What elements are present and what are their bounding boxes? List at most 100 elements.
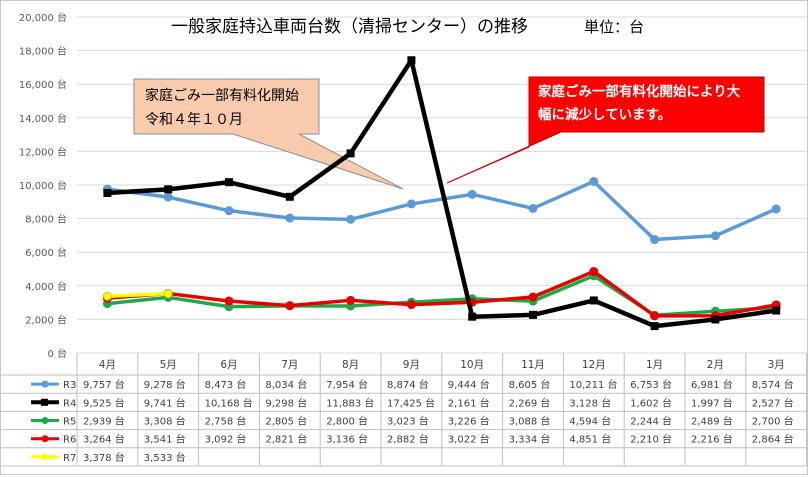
legend-label: R6 xyxy=(63,435,76,446)
table-cell-R6: 2,864 台 xyxy=(752,433,794,446)
annotation-callout-red xyxy=(446,76,765,184)
table-cell-R3: 9,278 台 xyxy=(144,378,186,391)
series-line-R7 xyxy=(107,291,169,298)
data-point-R4 xyxy=(164,185,173,194)
y-tick-label: 0 台 xyxy=(47,347,67,360)
table-cell-R5: 2,244 台 xyxy=(630,415,672,428)
data-point-R3 xyxy=(224,206,234,216)
table-cell-R6: 2,821 台 xyxy=(265,433,307,446)
annotation-1-line-2: 令和４年１０月 xyxy=(145,112,243,128)
table-cell-R5: 2,758 台 xyxy=(205,415,247,428)
data-point-R3 xyxy=(285,213,295,223)
series-R7 xyxy=(102,289,173,301)
data-point-R4 xyxy=(529,310,537,319)
table-cell-R5: 2,939 台 xyxy=(83,415,125,428)
data-point-R7 xyxy=(102,291,112,301)
annotation-2-line-1: 家庭ごみ一部有料化開始により大 xyxy=(538,83,741,100)
y-tick-label: 14,000 台 xyxy=(19,112,67,125)
data-point-R3 xyxy=(650,235,660,245)
table-cell-R6: 3,264 台 xyxy=(83,433,125,446)
annotation-2-line-2: 幅に減少しています。 xyxy=(538,106,671,123)
data-point-R3 xyxy=(528,203,538,213)
table-cell-R3: 8,473 台 xyxy=(205,378,247,391)
data-point-R4 xyxy=(772,306,781,315)
table-cell-R3: 8,874 台 xyxy=(387,378,429,391)
table-cell-R6: 2,882 台 xyxy=(387,433,429,446)
data-point-R6 xyxy=(285,301,295,311)
table-cell-R6: 4,851 台 xyxy=(569,433,611,446)
table-cell-R4: 9,741 台 xyxy=(144,396,186,409)
table-cell-R6: 3,022 台 xyxy=(448,433,490,446)
table-cell-R6: 3,136 台 xyxy=(326,433,368,446)
annotation-1-line-1: 家庭ごみ一部有料化開始 xyxy=(145,87,299,104)
y-axis-ticks: 0 台 2,000 台 4,000 台 6,000 台 8,000 台 10,000 台 1… xyxy=(19,11,67,360)
data-point-R4 xyxy=(225,178,233,187)
legend-entry-R7: R7 xyxy=(31,453,76,464)
table-cell-R4: 3,128 台 xyxy=(569,396,611,409)
y-tick-label: 18,000 台 xyxy=(19,45,67,58)
table-cell-R3: 10,211 台 xyxy=(569,378,617,391)
x-tick-label: 6月 xyxy=(220,359,237,371)
data-point-R4 xyxy=(711,315,720,324)
table-cell-R5: 2,700 台 xyxy=(752,415,794,428)
table-cell-R5: 2,800 台 xyxy=(326,415,368,428)
table-cell-R6: 2,210 台 xyxy=(630,433,672,446)
legend-entry-R5: R5 xyxy=(31,417,76,428)
table-cell-R5: 3,088 台 xyxy=(509,415,551,428)
data-point-R6 xyxy=(406,300,416,310)
legend-key-marker xyxy=(41,398,48,406)
legend-label: R7 xyxy=(63,453,76,464)
data-point-R4 xyxy=(407,56,416,65)
table-cell-R6: 3,541 台 xyxy=(144,433,186,446)
y-tick-label: 4,000 台 xyxy=(25,280,67,293)
data-point-R3 xyxy=(406,199,416,209)
x-tick-label: 7月 xyxy=(281,359,298,371)
legend-entry-R3: R3 xyxy=(31,380,76,391)
table-cell-R4: 10,168 台 xyxy=(205,396,253,409)
table-cell-R3: 8,574 台 xyxy=(752,378,794,391)
series-R5 xyxy=(102,271,781,320)
table-cell-R4: 9,298 台 xyxy=(265,396,307,409)
table-cell-R6: 2,216 台 xyxy=(691,433,733,446)
table-cell-R3: 8,605 台 xyxy=(509,378,551,391)
table-cell-R5: 2,805 台 xyxy=(265,415,307,428)
table-cell-R3: 9,444 台 xyxy=(448,378,490,391)
series-line-R4 xyxy=(107,58,777,329)
data-point-R6 xyxy=(528,292,538,302)
data-point-R6 xyxy=(224,296,234,306)
y-tick-label: 6,000 台 xyxy=(25,246,67,259)
table-cell-R7: 3,378 台 xyxy=(83,451,125,464)
x-tick-label: 5月 xyxy=(160,359,177,371)
data-point-R3 xyxy=(589,176,599,186)
data-point-R3 xyxy=(710,231,720,241)
data-point-R7 xyxy=(163,289,173,299)
y-tick-label: 16,000 台 xyxy=(19,78,67,91)
data-point-R4 xyxy=(285,192,294,201)
table-cell-R4: 2,269 台 xyxy=(509,396,551,409)
legend-key-marker xyxy=(41,453,49,461)
y-tick-label: 20,000 台 xyxy=(19,11,67,24)
data-point-R3 xyxy=(163,192,173,202)
y-tick-label: 2,000 台 xyxy=(25,313,67,326)
table-cell-R3: 8,034 台 xyxy=(265,378,307,391)
x-tick-label: 8月 xyxy=(342,359,359,371)
data-point-R6 xyxy=(346,295,356,305)
series-R3 xyxy=(102,176,781,245)
table-cell-R4: 11,883 台 xyxy=(326,396,374,409)
table-cell-R3: 9,757 台 xyxy=(83,378,125,391)
legend-label: R4 xyxy=(63,398,76,409)
legend-key-marker xyxy=(41,417,49,424)
data-point-R4 xyxy=(589,296,598,305)
table-cell-R6: 3,334 台 xyxy=(509,433,551,446)
data-point-R3 xyxy=(467,189,477,199)
table-cell-R3: 6,753 台 xyxy=(630,378,672,391)
x-tick-label: 2月 xyxy=(707,359,724,371)
table-cell-R5: 3,226 台 xyxy=(448,415,490,428)
table-cell-R4: 17,425 台 xyxy=(387,396,435,409)
data-point-R6 xyxy=(589,267,599,277)
x-tick-label: 10月 xyxy=(460,359,484,371)
table-cell-R4: 2,527 台 xyxy=(752,396,794,409)
data-point-R6 xyxy=(650,311,660,321)
table-cell-R4: 1,997 台 xyxy=(691,396,733,409)
y-tick-label: 10,000 台 xyxy=(19,179,67,192)
